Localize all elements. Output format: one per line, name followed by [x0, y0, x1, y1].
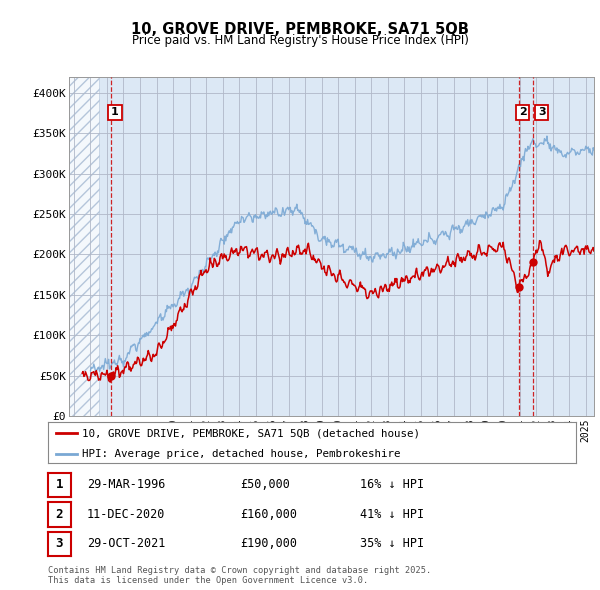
- Text: £50,000: £50,000: [240, 478, 290, 491]
- Text: 10, GROVE DRIVE, PEMBROKE, SA71 5QB (detached house): 10, GROVE DRIVE, PEMBROKE, SA71 5QB (det…: [82, 428, 421, 438]
- Text: 35% ↓ HPI: 35% ↓ HPI: [360, 537, 424, 550]
- Text: 1: 1: [111, 107, 119, 117]
- Text: Contains HM Land Registry data © Crown copyright and database right 2025.
This d: Contains HM Land Registry data © Crown c…: [48, 566, 431, 585]
- Text: HPI: Average price, detached house, Pembrokeshire: HPI: Average price, detached house, Pemb…: [82, 449, 401, 459]
- Text: 2: 2: [56, 508, 63, 521]
- Text: 1: 1: [56, 478, 63, 491]
- Text: 29-MAR-1996: 29-MAR-1996: [87, 478, 166, 491]
- Text: £190,000: £190,000: [240, 537, 297, 550]
- Text: 2: 2: [519, 107, 527, 117]
- Text: 10, GROVE DRIVE, PEMBROKE, SA71 5QB: 10, GROVE DRIVE, PEMBROKE, SA71 5QB: [131, 22, 469, 37]
- Text: £160,000: £160,000: [240, 508, 297, 521]
- Text: 3: 3: [56, 537, 63, 550]
- Bar: [69, 77, 99, 416]
- Text: 16% ↓ HPI: 16% ↓ HPI: [360, 478, 424, 491]
- Text: 41% ↓ HPI: 41% ↓ HPI: [360, 508, 424, 521]
- Text: 3: 3: [538, 107, 545, 117]
- Text: 11-DEC-2020: 11-DEC-2020: [87, 508, 166, 521]
- Text: 29-OCT-2021: 29-OCT-2021: [87, 537, 166, 550]
- Text: Price paid vs. HM Land Registry's House Price Index (HPI): Price paid vs. HM Land Registry's House …: [131, 34, 469, 47]
